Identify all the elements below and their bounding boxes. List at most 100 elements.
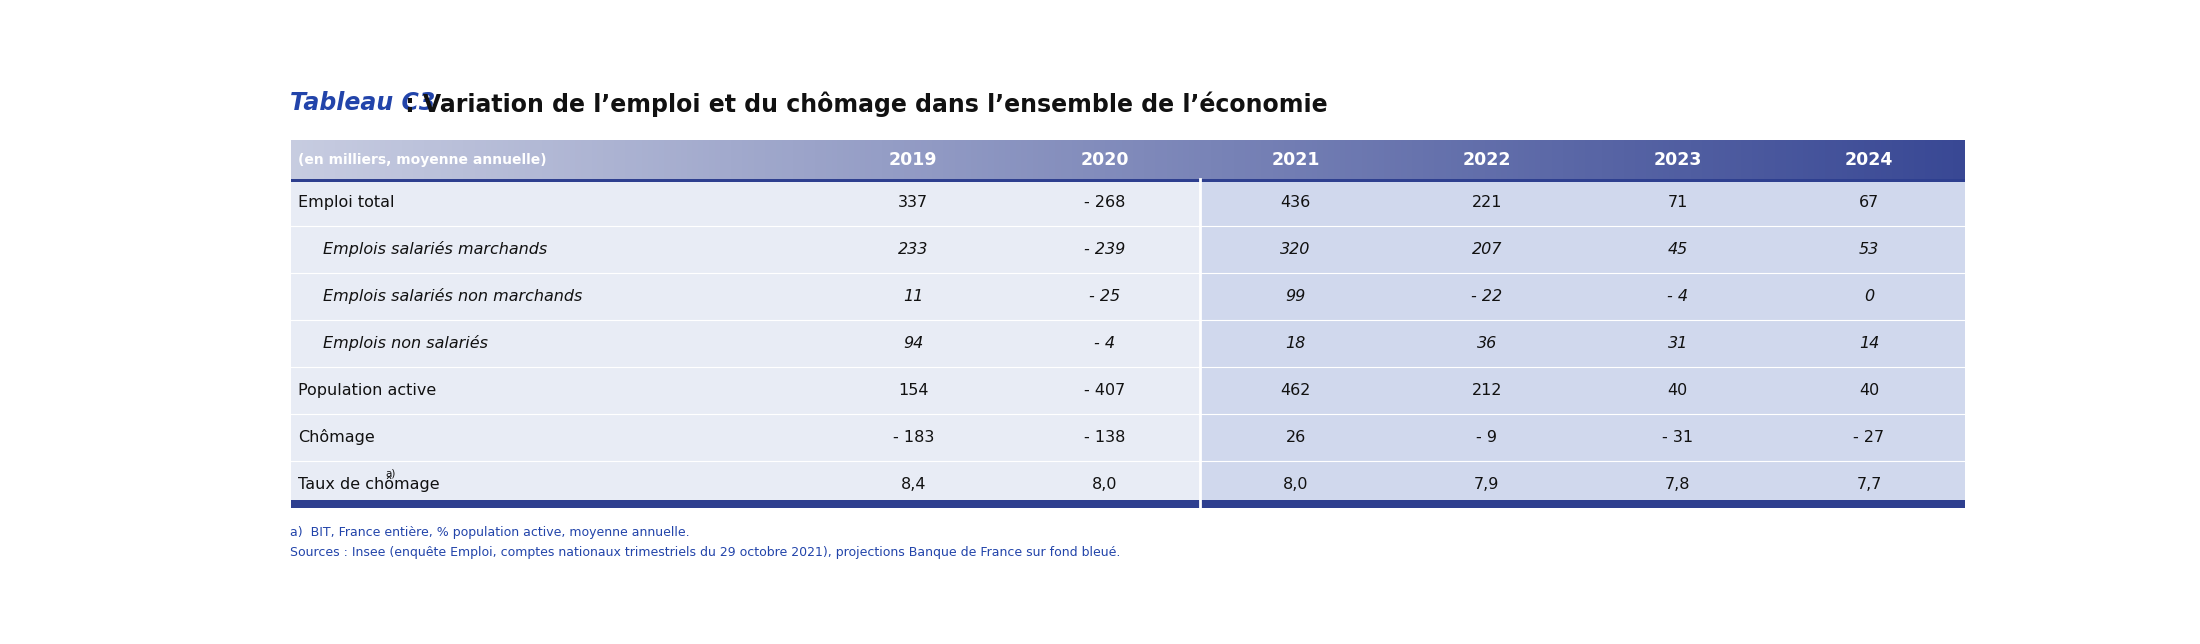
- Bar: [1753, 140, 1758, 179]
- Text: 45: 45: [1668, 242, 1687, 257]
- Bar: [1089, 140, 1093, 179]
- Bar: [1725, 140, 1729, 179]
- Text: - 27: - 27: [1852, 430, 1885, 445]
- Bar: [290, 273, 1199, 320]
- Bar: [726, 140, 730, 179]
- Bar: [693, 140, 697, 179]
- Bar: [1155, 140, 1162, 179]
- Bar: [1947, 140, 1954, 179]
- Bar: [290, 500, 1965, 507]
- Text: 36: 36: [1476, 336, 1496, 351]
- Bar: [803, 140, 810, 179]
- Text: 7,8: 7,8: [1665, 477, 1690, 492]
- Bar: [290, 414, 1199, 460]
- Bar: [1525, 140, 1529, 179]
- Bar: [911, 140, 915, 179]
- Bar: [486, 140, 491, 179]
- Bar: [585, 140, 592, 179]
- Bar: [1434, 140, 1441, 179]
- Bar: [1239, 140, 1245, 179]
- Text: - 407: - 407: [1085, 383, 1124, 398]
- Bar: [1199, 460, 1965, 507]
- Bar: [1791, 140, 1797, 179]
- Bar: [526, 140, 530, 179]
- Bar: [1296, 140, 1300, 179]
- Bar: [1401, 140, 1406, 179]
- Bar: [737, 140, 741, 179]
- Bar: [653, 140, 658, 179]
- Bar: [664, 140, 671, 179]
- Bar: [614, 140, 620, 179]
- Text: - 4: - 4: [1093, 336, 1115, 351]
- Bar: [1067, 140, 1071, 179]
- Bar: [748, 140, 755, 179]
- Bar: [1703, 140, 1707, 179]
- Bar: [937, 140, 944, 179]
- Bar: [900, 140, 904, 179]
- Bar: [1043, 140, 1049, 179]
- Bar: [1910, 140, 1914, 179]
- Bar: [1115, 140, 1122, 179]
- Bar: [312, 140, 319, 179]
- Bar: [385, 140, 392, 179]
- Text: 7,7: 7,7: [1857, 477, 1881, 492]
- Bar: [1892, 140, 1899, 179]
- Bar: [469, 140, 475, 179]
- Bar: [1199, 140, 1206, 179]
- Bar: [1641, 140, 1646, 179]
- Bar: [983, 140, 988, 179]
- Bar: [1837, 140, 1841, 179]
- Bar: [1830, 140, 1837, 179]
- Bar: [1657, 140, 1663, 179]
- Bar: [429, 140, 436, 179]
- Text: 212: 212: [1472, 383, 1503, 398]
- Bar: [675, 140, 682, 179]
- Bar: [1144, 140, 1151, 179]
- Bar: [374, 140, 381, 179]
- Bar: [922, 140, 926, 179]
- Bar: [636, 140, 642, 179]
- Bar: [1932, 140, 1936, 179]
- Bar: [1467, 140, 1474, 179]
- Bar: [1848, 140, 1852, 179]
- Bar: [1311, 140, 1318, 179]
- Bar: [330, 140, 334, 179]
- Bar: [620, 140, 625, 179]
- Bar: [491, 140, 497, 179]
- Bar: [290, 367, 1199, 414]
- Bar: [827, 140, 832, 179]
- Bar: [458, 140, 464, 179]
- Bar: [1903, 140, 1910, 179]
- Bar: [1212, 140, 1217, 179]
- Bar: [1234, 140, 1239, 179]
- Text: 40: 40: [1668, 383, 1687, 398]
- Bar: [1199, 273, 1965, 320]
- Bar: [1005, 140, 1010, 179]
- Bar: [1489, 140, 1496, 179]
- Bar: [1714, 140, 1718, 179]
- Text: - 183: - 183: [893, 430, 935, 445]
- Bar: [1344, 140, 1351, 179]
- Bar: [1199, 320, 1965, 367]
- Bar: [1452, 140, 1456, 179]
- Bar: [955, 140, 959, 179]
- Bar: [323, 140, 330, 179]
- Text: 7,9: 7,9: [1474, 477, 1500, 492]
- Bar: [1808, 140, 1813, 179]
- Bar: [1536, 140, 1540, 179]
- Bar: [519, 140, 526, 179]
- Text: Chômage: Chômage: [299, 430, 374, 445]
- Bar: [515, 140, 519, 179]
- Bar: [647, 140, 653, 179]
- Bar: [944, 140, 948, 179]
- Bar: [1199, 414, 1965, 460]
- Bar: [887, 140, 893, 179]
- Bar: [1126, 140, 1133, 179]
- Text: 8,0: 8,0: [1283, 477, 1309, 492]
- Bar: [609, 140, 614, 179]
- Bar: [1507, 140, 1514, 179]
- Bar: [1769, 140, 1775, 179]
- Bar: [334, 140, 341, 179]
- Bar: [345, 140, 352, 179]
- Bar: [970, 140, 977, 179]
